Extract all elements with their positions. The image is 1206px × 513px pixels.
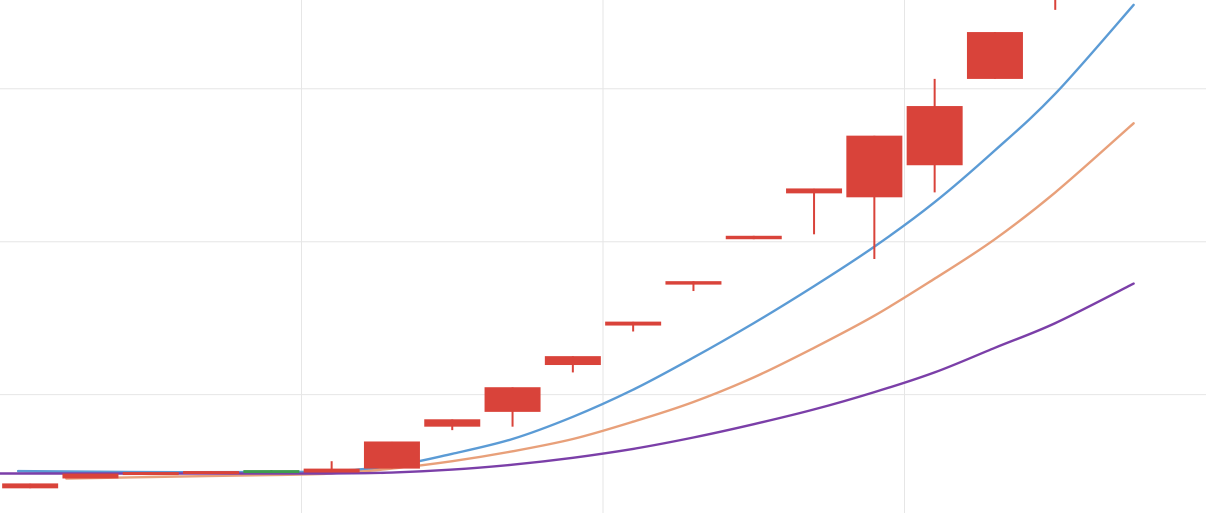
candle-body — [484, 387, 541, 412]
candle-body — [424, 419, 481, 427]
candle-body — [303, 468, 360, 473]
candle-body — [544, 356, 601, 366]
candle-body — [363, 441, 420, 469]
candle-body — [966, 32, 1023, 79]
candle-body — [2, 483, 59, 489]
candle-body — [243, 470, 300, 474]
candle-body — [605, 321, 662, 326]
candle-body — [183, 471, 240, 475]
candle-body — [665, 281, 722, 285]
candle-body — [62, 473, 119, 479]
candles — [2, 0, 1057, 489]
candle-body — [725, 235, 782, 240]
candle-body — [846, 135, 903, 198]
candle-body — [786, 188, 843, 194]
candle-body — [122, 472, 179, 476]
series-line — [0, 282, 1135, 475]
candle-body — [906, 106, 963, 166]
